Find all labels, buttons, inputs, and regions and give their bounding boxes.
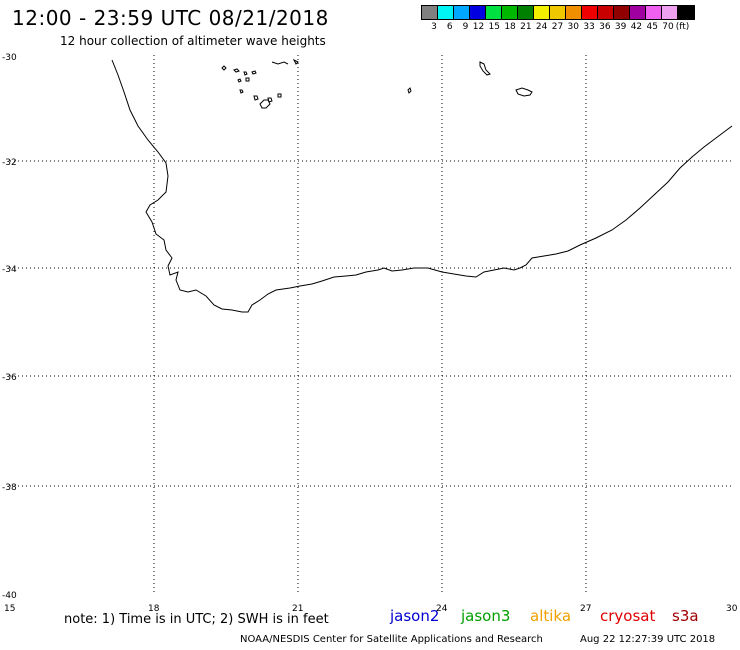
generated-timestamp: Aug 22 12:27:39 UTC 2018: [580, 634, 716, 645]
graticule: [10, 55, 732, 595]
lat-label: -40: [2, 591, 17, 601]
island: [237, 78, 242, 83]
island: [251, 70, 257, 75]
island: [253, 95, 259, 101]
legend-swatch: [614, 6, 630, 19]
legend-label: 27: [551, 22, 564, 32]
island: [245, 77, 250, 82]
lon-label: 24: [436, 604, 448, 614]
legend-swatch: [598, 6, 614, 19]
legend-label: 9: [462, 22, 469, 32]
legend-swatch: [678, 6, 694, 19]
legend-label: 15: [488, 22, 500, 32]
legend-label: 21: [520, 22, 532, 32]
satellite-cryosat: cryosat: [600, 607, 656, 625]
legend-label: 30: [567, 22, 579, 32]
legend-swatch: [486, 6, 502, 19]
lat-label: -30: [2, 53, 17, 63]
satellite-jason3: jason3: [461, 607, 511, 625]
island: [407, 87, 412, 94]
island: [239, 89, 244, 94]
island: [277, 93, 282, 98]
legend-label: 70: [662, 22, 674, 32]
legend-color-bar: [421, 5, 695, 20]
island: [267, 97, 273, 103]
island: [479, 61, 491, 76]
map-title: 12:00 - 23:59 UTC 08/21/2018: [12, 6, 329, 30]
legend-swatch: [662, 6, 678, 19]
lat-label: -32: [2, 158, 17, 168]
island: [233, 68, 240, 73]
lat-label: -36: [2, 373, 17, 383]
footnote: note: 1) Time is in UTC; 2) SWH is in fe…: [64, 612, 329, 627]
satellite-s3a: s3a: [672, 607, 699, 625]
wave-height-legend: 3 6 9 12 15 18 21 24 27 30 33 36 39 42 45 70 (ft): [421, 5, 695, 32]
lon-label: 30: [726, 604, 738, 614]
legend-label: 36: [599, 22, 611, 32]
lon-label: 18: [148, 604, 160, 614]
legend-label: 33: [583, 22, 595, 32]
legend-label: 42: [630, 22, 643, 32]
legend-label: 12: [472, 22, 485, 32]
legend-label: 18: [504, 22, 516, 32]
legend-swatch: [422, 6, 438, 19]
island: [259, 99, 271, 109]
islands: [221, 58, 533, 109]
lon-label: 15: [4, 604, 15, 614]
legend-label: 3: [431, 22, 437, 32]
map-subtitle: 12 hour collection of altimeter wave hei…: [60, 34, 326, 48]
island: [292, 58, 299, 65]
legend-label: 6: [446, 22, 453, 32]
legend-swatch: [550, 6, 566, 19]
lat-label: -38: [2, 483, 17, 493]
lat-label: -34: [2, 265, 17, 275]
legend-labels: 3 6 9 12 15 18 21 24 27 30 33 36 39 42 45 70 (ft): [421, 22, 695, 32]
legend-swatch: [470, 6, 486, 19]
longitude-labels: 15 18 21 24 27 30: [4, 604, 738, 614]
legend-swatch: [518, 6, 534, 19]
legend-swatch: [534, 6, 550, 19]
island: [243, 71, 248, 76]
legend-swatch: [438, 6, 454, 19]
south-africa-coastline: [111, 59, 733, 313]
legend-label: 24: [535, 22, 548, 32]
legend-swatch: [502, 6, 518, 19]
legend-swatch: [582, 6, 598, 19]
satellite-altika: altika: [530, 607, 572, 625]
lon-label: 27: [580, 604, 591, 614]
island: [271, 61, 289, 65]
legend-swatch: [630, 6, 646, 19]
legend-unit: (ft): [675, 22, 690, 32]
island: [221, 65, 227, 71]
latitude-labels: -30 -32 -34 -36 -38 -40: [2, 53, 17, 601]
island: [515, 87, 533, 97]
lon-label: 21: [292, 604, 303, 614]
satellite-jason2: jason2: [390, 607, 440, 625]
legend-swatch: [566, 6, 582, 19]
legend-label: 39: [614, 22, 627, 32]
credit-line: NOAA/NESDIS Center for Satellite Applica…: [240, 634, 543, 645]
legend-swatch: [454, 6, 470, 19]
legend-swatch: [646, 6, 662, 19]
legend-label: 45: [646, 22, 658, 32]
